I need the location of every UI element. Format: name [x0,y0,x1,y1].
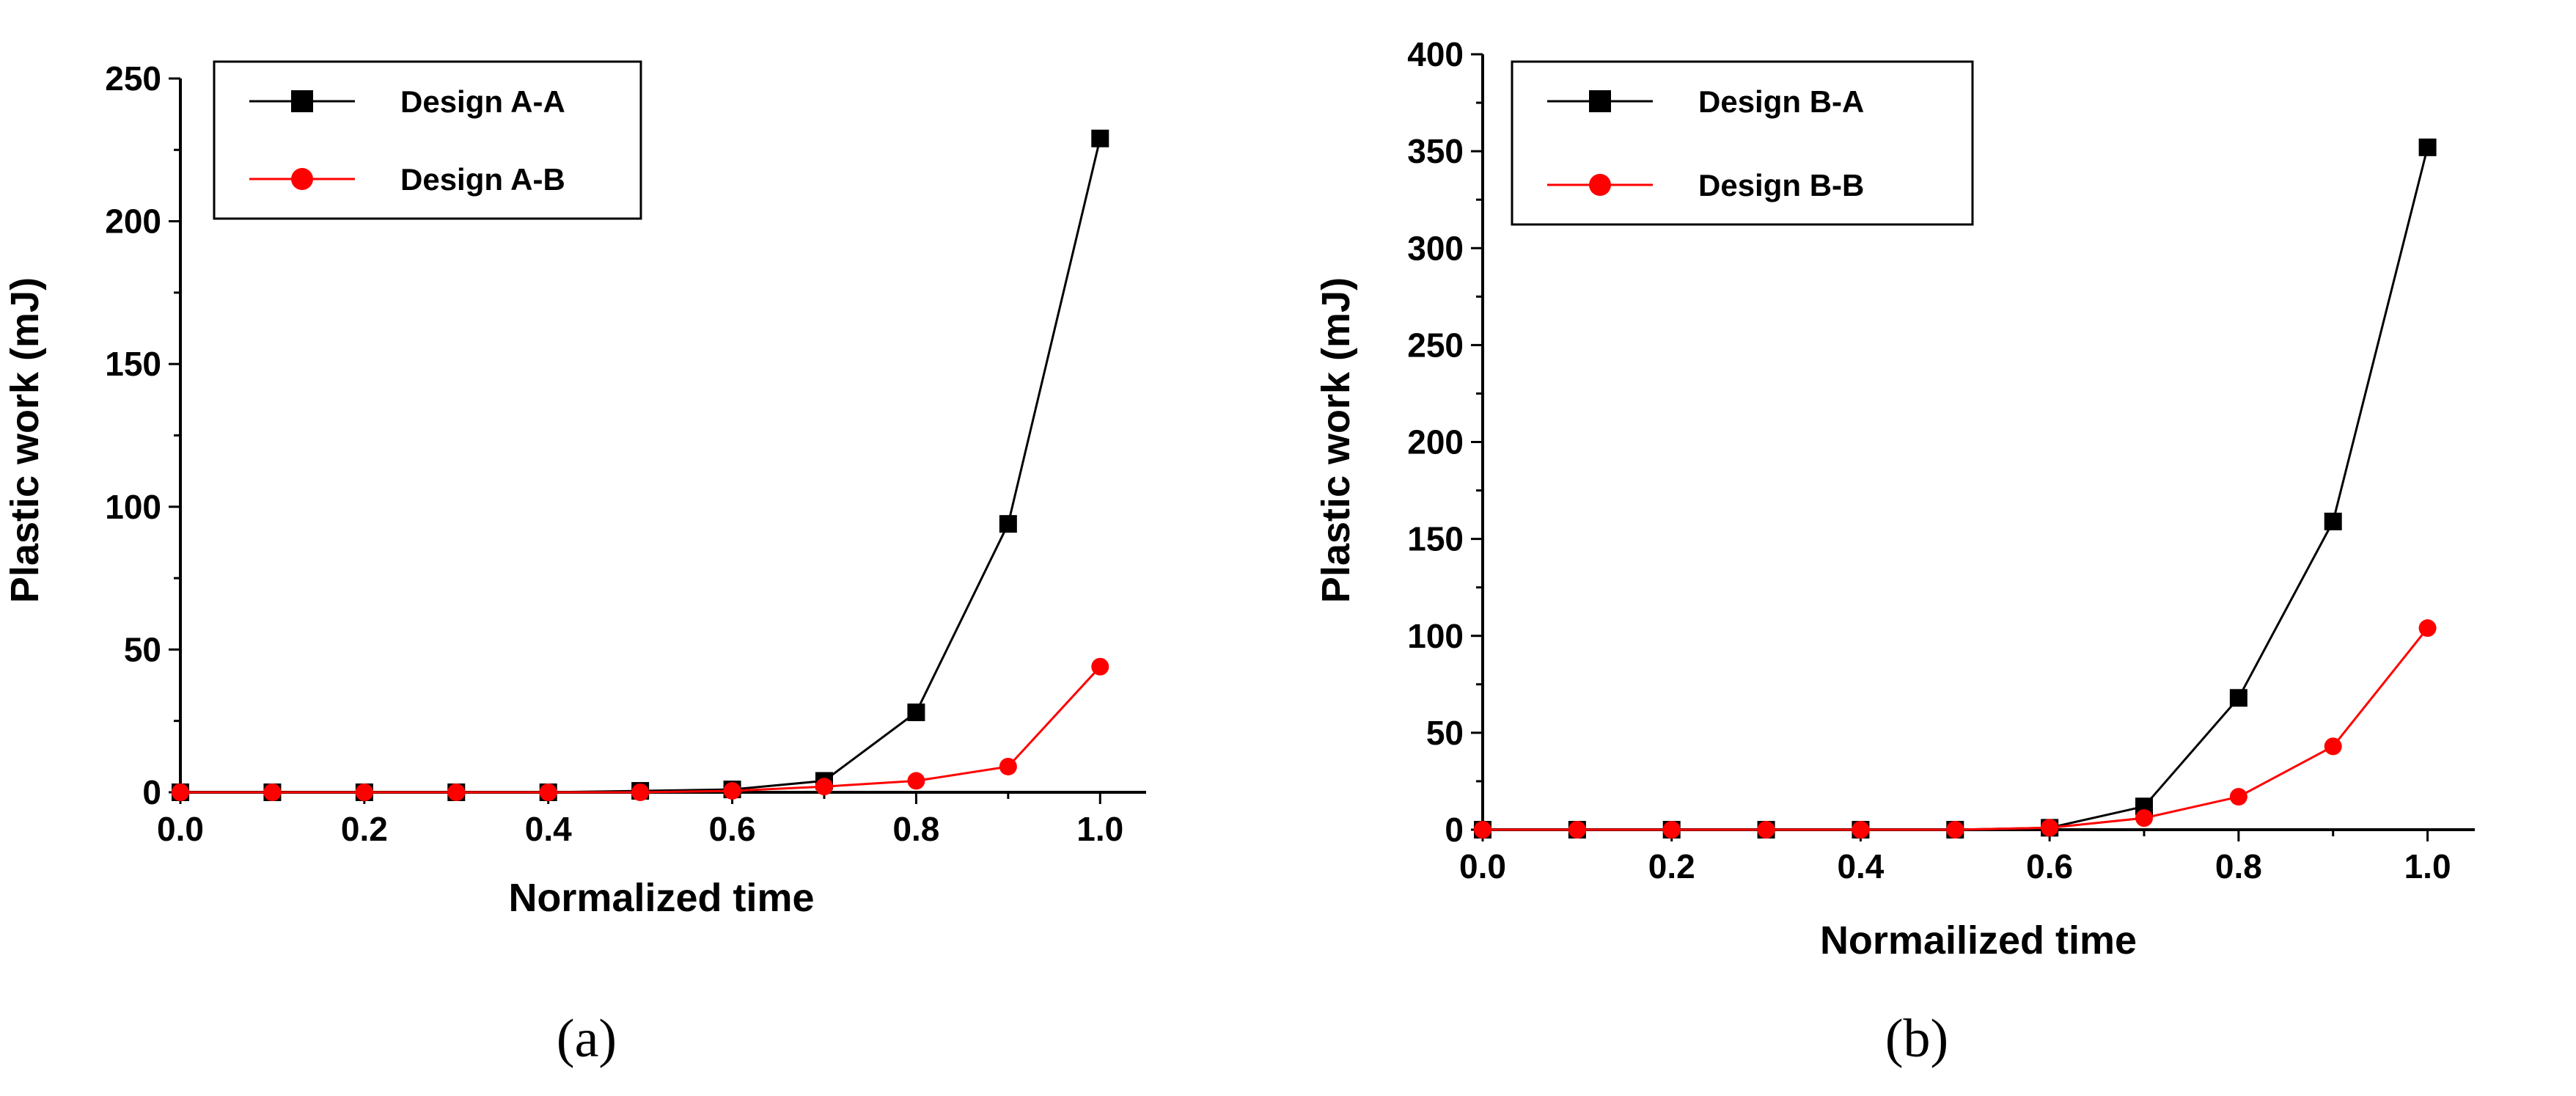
data-point [2324,512,2342,530]
legend-marker [291,168,313,190]
chart-b: 0.0 0.2 0.4 0.6 0.8 1.0 0 50 100 150 200 250 300 350 4… [1314,35,2475,1069]
x-tick-label: 0.2 [341,810,388,848]
panel-caption: (a) [557,1009,617,1069]
y-tick-label: 400 [1407,35,1464,73]
data-point [815,778,833,796]
y-tick-label: 250 [105,59,161,98]
legend-box [1511,60,1974,226]
y-tick-label: 350 [1407,132,1464,170]
panel-caption: (b) [1885,1009,1948,1069]
y-tick-label: 300 [1407,229,1464,267]
legend-label: Design B-A [1698,84,1864,119]
x-axis-title: Normailized time [1820,918,2137,962]
y-tick-label: 200 [1407,423,1464,461]
data-point [999,757,1017,775]
legend: Design A-A Design A-B [213,60,642,220]
data-point [2229,788,2247,806]
data-point [2135,809,2153,828]
data-point [172,783,189,801]
data-point [907,704,925,722]
x-tick-label: 0.4 [1837,847,1884,885]
y-axis-title: Plastic work (mJ) [1314,277,1358,603]
legend-marker [291,90,313,112]
legend: Design B-A Design B-B [1511,60,1974,226]
series-line-1 [180,138,1101,794]
data-point [631,783,650,801]
x-tick-label: 0.4 [525,810,572,848]
y-tick-label: 150 [1407,520,1464,558]
data-point [2418,138,2437,156]
y-tick-label: 100 [105,488,161,526]
series-line-2 [1483,627,2429,831]
data-point [1946,821,1964,839]
data-point [1852,821,1870,839]
x-tick-label: 0.6 [2026,847,2073,885]
x-tick-label: 0.6 [709,810,756,848]
series-line-1 [1483,147,2429,831]
data-point [1091,657,1109,676]
data-point [907,772,925,790]
data-point [2229,689,2247,707]
x-tick-label: 0.0 [157,810,204,848]
x-axis-title: Normalized time [508,876,814,920]
data-point [539,783,557,801]
data-point [355,783,373,801]
data-point [1662,821,1681,839]
x-tick-label: 0.8 [2215,847,2262,885]
data-point [1568,821,1586,839]
legend-box [213,60,642,220]
x-tick-label: 1.0 [1076,810,1123,848]
x-tick-label: 0.2 [1648,847,1695,885]
chart-a: 0.0 0.2 0.4 0.6 0.8 1.0 0 50 100 150 200 250 Normali… [3,59,1146,1069]
data-point [723,782,741,800]
data-point [447,783,466,801]
data-point [263,783,282,801]
x-tick-label: 0.8 [892,810,939,848]
y-axis-title: Plastic work (mJ) [3,277,47,603]
data-point [2418,619,2437,637]
y-tick-label: 200 [105,202,161,241]
x-tick-label: 1.0 [2404,847,2451,885]
legend-marker [1589,174,1611,196]
data-point [1757,821,1775,839]
y-tick-label: 0 [142,773,161,811]
y-tick-label: 100 [1407,617,1464,655]
y-tick-label: 150 [105,345,161,383]
y-tick-label: 50 [124,630,161,668]
data-point [2324,737,2342,756]
data-point [1091,129,1109,147]
y-tick-label: 0 [1445,811,1464,849]
y-tick-label: 250 [1407,326,1464,364]
data-point [1474,821,1491,839]
legend-label: Design A-A [400,84,565,119]
data-point [2041,819,2059,837]
y-tick-label: 50 [1426,714,1464,752]
data-point [999,515,1017,533]
series-line-2 [180,665,1101,794]
legend-marker [1589,90,1611,112]
legend-label: Design A-B [400,162,565,197]
legend-label: Design B-B [1698,168,1864,202]
x-tick-label: 0.0 [1459,847,1506,885]
